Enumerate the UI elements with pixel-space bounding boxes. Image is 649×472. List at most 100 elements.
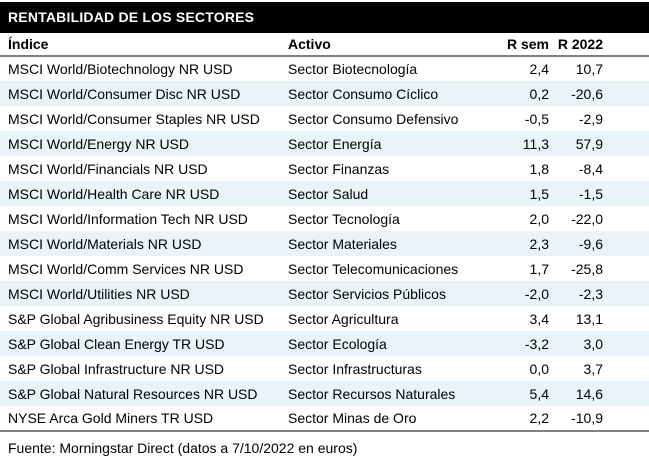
cell-r-sem: 2,2: [470, 406, 549, 432]
cell-spacer: [603, 156, 649, 181]
cell-r-2022: -9,6: [578, 235, 603, 252]
cell-r-2022: 3,7: [583, 360, 603, 377]
cell-spacer: [603, 381, 649, 406]
cell-activo: Sector Minas de Oro: [288, 406, 470, 432]
table-row: MSCI World/Information Tech NR USD Secto…: [0, 206, 649, 231]
cell-r-2022: 3,0: [583, 335, 603, 352]
cell-r-sem: 1,5: [529, 185, 549, 202]
cell-indice: MSCI World/Utilities NR USD: [8, 285, 190, 302]
cell-spacer: [603, 231, 649, 256]
cell-spacer: [603, 406, 649, 432]
cell-r-sem: -0,5: [524, 110, 549, 127]
cell-activo: Sector Ecología: [288, 335, 387, 352]
cell-activo: Sector Recursos Naturales: [288, 385, 456, 402]
cell-spacer: [603, 306, 649, 331]
cell-r-sem: 1,7: [529, 260, 549, 277]
cell-r-sem: 0,2: [529, 85, 549, 102]
table-row: S&P Global Infrastructure NR USD Sector …: [0, 356, 649, 381]
table-row: MSCI World/Biotechnology NR USD Sector B…: [0, 56, 649, 81]
cell-activo: Sector Agricultura: [288, 310, 399, 327]
cell-activo: Sector Energía: [288, 135, 382, 152]
cell-indice: S&P Global Agribusiness Equity NR USD: [8, 310, 264, 327]
cell-indice: MSCI World/Materials NR USD: [8, 235, 202, 252]
cell-indice: MSCI World/Comm Services NR USD: [8, 260, 244, 277]
column-header-spacer: [603, 33, 649, 57]
cell-spacer: [603, 181, 649, 206]
cell-r-2022: -25,8: [571, 260, 603, 277]
cell-activo: Sector Materiales: [288, 235, 397, 252]
cell-r-2022: -8,4: [578, 160, 603, 177]
cell-r-2022: 57,9: [575, 135, 603, 152]
cell-r-2022: 10,7: [575, 61, 603, 77]
table-row: MSCI World/Financials NR USD Sector Fina…: [0, 156, 649, 181]
cell-r-2022: -1,5: [578, 185, 603, 202]
cell-spacer: [603, 81, 649, 106]
table-row: NYSE Arca Gold Miners TR USD Sector Mina…: [0, 406, 649, 432]
table-header: Índice Activo R sem R 2022: [0, 33, 649, 57]
table-row: MSCI World/Consumer Disc NR USD Sector C…: [0, 81, 649, 106]
column-header-indice: Índice: [0, 33, 288, 57]
cell-activo: Sector Telecomunicaciones: [288, 260, 459, 277]
cell-r-sem: -3,2: [524, 335, 549, 352]
table-row: MSCI World/Health Care NR USD Sector Sal…: [0, 181, 649, 206]
table-row: MSCI World/Consumer Staples NR USD Secto…: [0, 106, 649, 131]
source-note: Fuente: Morningstar Direct (datos a 7/10…: [8, 440, 358, 456]
cell-r-sem: 2,4: [529, 61, 549, 77]
cell-r-2022: 13,1: [575, 310, 603, 327]
table-body: MSCI World/Biotechnology NR USD Sector B…: [0, 56, 649, 432]
report-title-bar: RENTABILIDAD DE LOS SECTORES: [0, 2, 649, 33]
cell-indice: S&P Global Clean Energy TR USD: [8, 335, 225, 352]
cell-r-sem: 1,8: [529, 160, 549, 177]
cell-r-2022: -10,9: [549, 406, 603, 432]
column-header-r-sem: R sem: [470, 33, 549, 57]
cell-spacer: [603, 106, 649, 131]
cell-activo: Sector Consumo Cíclico: [288, 85, 439, 102]
sector-returns-table: Índice Activo R sem R 2022 MSCI World/Bi…: [0, 33, 649, 432]
cell-spacer: [603, 331, 649, 356]
table-row: MSCI World/Comm Services NR USD Sector T…: [0, 256, 649, 281]
cell-indice: S&P Global Infrastructure NR USD: [8, 360, 225, 377]
table-row: S&P Global Natural Resources NR USD Sect…: [0, 381, 649, 406]
cell-indice: MSCI World/Energy NR USD: [8, 135, 190, 152]
column-header-activo: Activo: [288, 33, 470, 57]
table-row: MSCI World/Energy NR USD Sector Energía …: [0, 131, 649, 156]
cell-spacer: [603, 56, 649, 81]
cell-spacer: [603, 281, 649, 306]
table-row: MSCI World/Utilities NR USD Sector Servi…: [0, 281, 649, 306]
cell-r-sem: 5,4: [529, 385, 549, 402]
cell-activo: Sector Salud: [288, 185, 369, 202]
cell-indice: MSCI World/Consumer Disc NR USD: [8, 85, 241, 102]
cell-r-sem: 0,0: [529, 360, 549, 377]
cell-activo: Sector Finanzas: [288, 160, 390, 177]
cell-r-sem: -2,0: [524, 285, 549, 302]
cell-r-2022: -20,6: [571, 85, 603, 102]
cell-indice: MSCI World/Health Care NR USD: [8, 185, 220, 202]
table-header-row: Índice Activo R sem R 2022: [0, 33, 649, 57]
cell-activo: Sector Servicios Públicos: [288, 285, 446, 302]
cell-spacer: [603, 206, 649, 231]
cell-indice: S&P Global Natural Resources NR USD: [8, 385, 258, 402]
cell-r-2022: -22,0: [571, 210, 603, 227]
cell-indice: MSCI World/Financials NR USD: [8, 160, 208, 177]
table-row: S&P Global Clean Energy TR USD Sector Ec…: [0, 331, 649, 356]
cell-r-2022: 14,6: [575, 385, 603, 402]
cell-activo: Sector Tecnología: [288, 210, 400, 227]
cell-spacer: [603, 356, 649, 381]
cell-activo: Sector Biotecnología: [288, 61, 418, 77]
table-row: S&P Global Agribusiness Equity NR USD Se…: [0, 306, 649, 331]
cell-spacer: [603, 256, 649, 281]
cell-indice: MSCI World/Information Tech NR USD: [8, 210, 248, 227]
cell-r-2022: -2,3: [578, 285, 603, 302]
cell-activo: Sector Consumo Defensivo: [288, 110, 459, 127]
cell-indice: NYSE Arca Gold Miners TR USD: [0, 406, 288, 432]
cell-r-sem: 2,0: [529, 210, 549, 227]
cell-r-sem: 2,3: [529, 235, 549, 252]
table-row: MSCI World/Materials NR USD Sector Mater…: [0, 231, 649, 256]
cell-spacer: [603, 131, 649, 156]
cell-r-sem: 3,4: [529, 310, 549, 327]
column-header-r-2022: R 2022: [549, 33, 603, 57]
cell-indice: MSCI World/Consumer Staples NR USD: [8, 110, 260, 127]
cell-r-sem: 11,3: [522, 135, 549, 152]
cell-indice: MSCI World/Biotechnology NR USD: [8, 61, 233, 77]
